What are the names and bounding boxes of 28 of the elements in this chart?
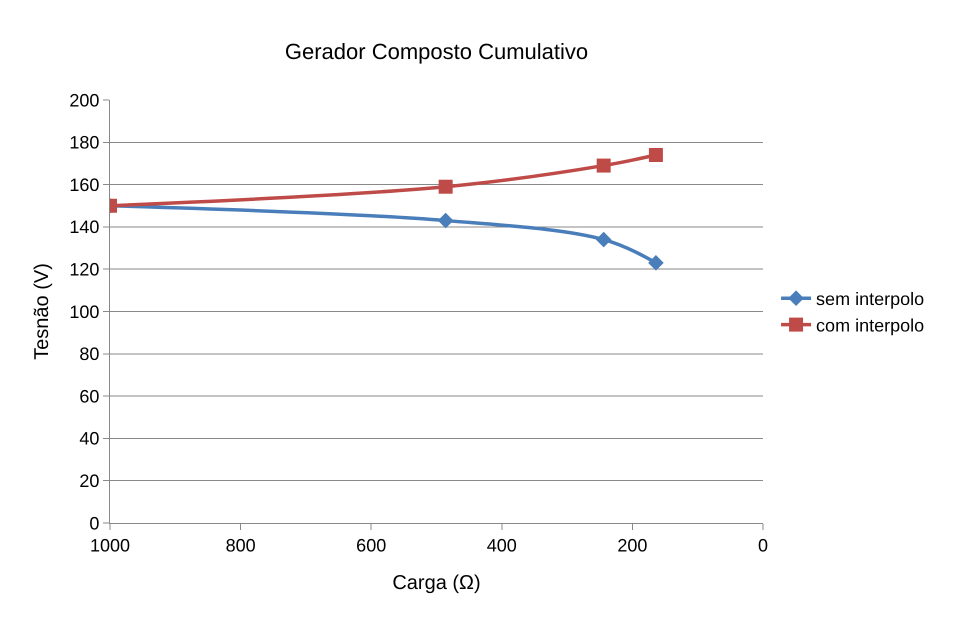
y-tick-label: 200: [69, 90, 100, 110]
legend-label: sem interpolo: [816, 289, 924, 310]
x-tick-label: 200: [617, 536, 648, 556]
y-tick-label: 140: [69, 217, 100, 238]
y-tick-label: 0: [89, 513, 100, 534]
x-tick-label: 800: [226, 536, 256, 556]
point: [438, 180, 453, 194]
x-axis-title: Carga (Ω): [392, 572, 481, 594]
point: [648, 148, 663, 162]
point: [438, 212, 454, 228]
y-tick-label: 100: [69, 302, 100, 322]
x-tick-label: 600: [356, 536, 386, 556]
x-tick-label: 1000: [90, 536, 130, 556]
legend-label: com interpolo: [816, 316, 924, 336]
y-axis-title: Tesnão (V): [30, 263, 53, 360]
y-tick-label: 80: [79, 344, 100, 364]
y-tick-label: 160: [69, 174, 100, 195]
y-tick-label: 120: [69, 260, 100, 280]
y-tick-label: 20: [79, 471, 100, 491]
y-tick-label: 40: [79, 428, 100, 449]
point: [596, 232, 612, 248]
chart-title: Gerador Composto Cumulativo: [284, 39, 588, 64]
y-tick-label: 180: [69, 132, 100, 153]
y-tick-label: 60: [79, 386, 100, 406]
point: [648, 255, 664, 271]
point: [596, 158, 611, 173]
x-tick-label: 400: [486, 536, 517, 556]
x-tick-label: 0: [758, 536, 768, 556]
